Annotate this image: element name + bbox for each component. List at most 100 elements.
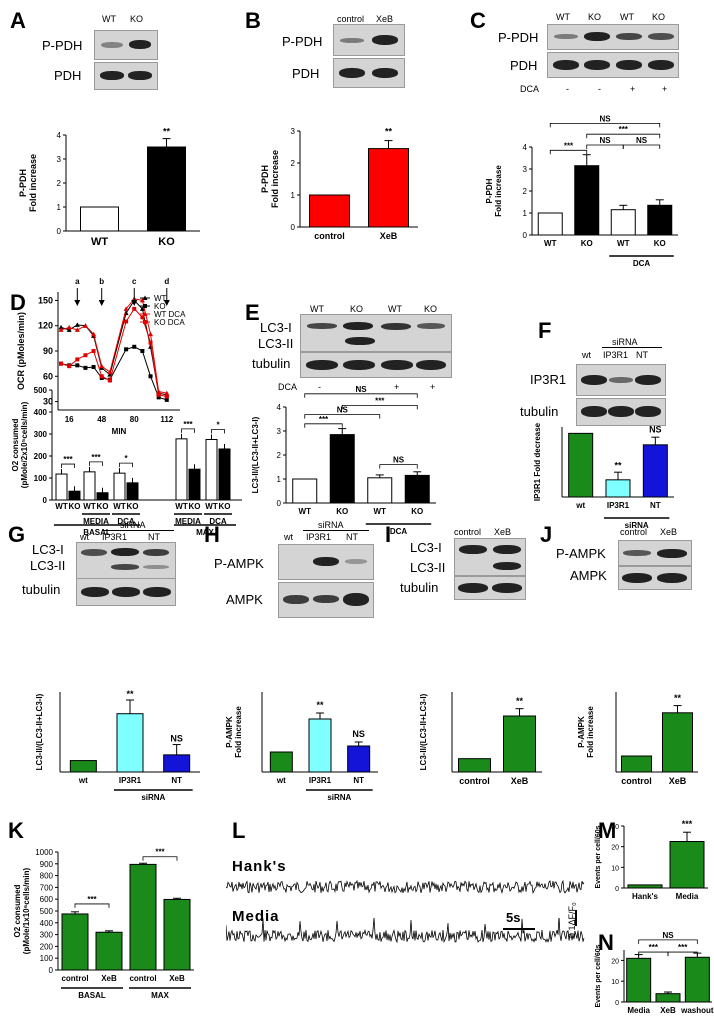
significance-bracket [304, 423, 343, 428]
blot-row-label: P-PDH [498, 30, 539, 45]
blot-row-label: P-AMPK [556, 546, 606, 561]
data-point [75, 363, 80, 368]
y-axis-label: P-AMPK [225, 716, 234, 748]
significance-label: ** [163, 127, 171, 137]
y-axis-label: LC3-II/(LC3-II+LC3-I) [419, 693, 428, 770]
y-tick-label: 90 [43, 346, 53, 356]
y-tick-label: 1 [57, 203, 62, 212]
lane-label: KO [652, 12, 666, 22]
western-blot [94, 30, 158, 60]
category-label: WT [55, 502, 68, 511]
y-tick-label: 0 [291, 223, 296, 232]
blot-row-label: tubulin [400, 580, 439, 595]
significance-label: *** [183, 420, 193, 429]
dca-label: DCA [520, 84, 540, 94]
significance-label: *** [649, 943, 659, 952]
significance-label: NS [170, 733, 183, 743]
data-point [156, 392, 161, 397]
data-point [66, 324, 72, 330]
group-label: MAX [151, 991, 169, 1000]
category-label: KO [69, 502, 81, 511]
dca-sign: + [430, 382, 436, 392]
panel-letter-m: M [598, 818, 617, 843]
y-tick-label: 10 [611, 979, 619, 986]
data-point [164, 390, 170, 396]
western-blot [454, 576, 526, 600]
y-axis-label: Fold increase [586, 706, 595, 758]
significance-label: *** [155, 848, 165, 857]
y-axis-label: OCR (pMoles/min) [16, 312, 26, 390]
calcium-trace-hanks [226, 879, 585, 895]
category-label: WT [175, 502, 188, 511]
dca-sign: - [318, 382, 321, 392]
blot-row-label: LC3-I [410, 540, 442, 555]
bar [116, 713, 144, 773]
western-blot [76, 578, 176, 606]
group-label: DCA [117, 517, 135, 526]
y-tick-label: 3 [57, 155, 62, 164]
y-tick-label: 3 [523, 165, 528, 174]
significance-label: NS [636, 136, 648, 145]
group-label: BASAL [78, 991, 106, 1000]
data-point [58, 327, 64, 332]
significance-bracket [549, 149, 588, 155]
significance-bracket [181, 428, 195, 433]
blot-row-label: LC3-II [258, 336, 294, 351]
y-axis-label: O2 consumed [11, 418, 20, 471]
category-label: control [314, 231, 345, 241]
category-label: control [459, 776, 490, 786]
bar [605, 479, 631, 498]
bar [537, 212, 563, 236]
significance-label: ** [674, 693, 682, 703]
dca-sign: - [566, 84, 569, 94]
significance-bracket [586, 144, 624, 149]
data-point [83, 365, 88, 370]
significance-label: NS [662, 931, 674, 940]
lane-label: NT [636, 350, 648, 360]
western-blot [547, 52, 679, 78]
category-label: WT [374, 507, 387, 516]
y-tick-label: 700 [40, 883, 54, 892]
category-label: KO [97, 502, 109, 511]
y-tick-label: 0 [277, 499, 282, 508]
injection-label: b [99, 277, 104, 286]
significance-label: * [124, 454, 128, 463]
sirna-bracket [602, 347, 662, 348]
y-tick-label: 150 [38, 295, 53, 305]
y-tick-label: 30 [43, 397, 53, 407]
bar [626, 957, 652, 1003]
significance-label: NS [352, 729, 365, 739]
blot-row-label: P-PDH [282, 34, 323, 49]
significance-bracket [622, 144, 661, 149]
panel-letter-f: F [538, 318, 552, 343]
category-label: Media [627, 1006, 650, 1015]
category-label: KO [411, 507, 423, 516]
panel-letter-d: D [10, 290, 26, 315]
dca-sign: + [662, 84, 668, 94]
bar [308, 718, 332, 773]
x-axis-label: MIN [112, 427, 127, 436]
lane-label: KO [424, 304, 438, 314]
y-tick-label: 2 [277, 451, 282, 460]
y-tick-label: 0 [615, 886, 619, 893]
data-point [164, 397, 169, 402]
x-tick-label: 48 [97, 415, 106, 424]
legend-label: KO DCA [154, 318, 185, 327]
group-label: DCA [390, 527, 408, 536]
y-tick-label: 1 [277, 475, 282, 484]
panel-letter-k: K [8, 818, 24, 843]
category-label: XeB [380, 231, 398, 241]
panel-letter-j: J [540, 522, 553, 547]
data-point [107, 378, 112, 383]
y-tick-label: 1 [523, 209, 528, 218]
y-axis-label: LC3-II/(LC3-II+LC3-I) [251, 416, 260, 493]
category-label: Media [676, 892, 699, 901]
blot-row-label: tubulin [22, 582, 61, 597]
legend-marker [143, 304, 147, 308]
panel-letter-n: N [598, 930, 614, 955]
data-point [74, 322, 80, 327]
blot-row-label: tubulin [252, 356, 291, 371]
y-tick-label: 900 [40, 860, 54, 869]
significance-label: *** [87, 895, 97, 904]
significance-bracket [304, 393, 418, 398]
